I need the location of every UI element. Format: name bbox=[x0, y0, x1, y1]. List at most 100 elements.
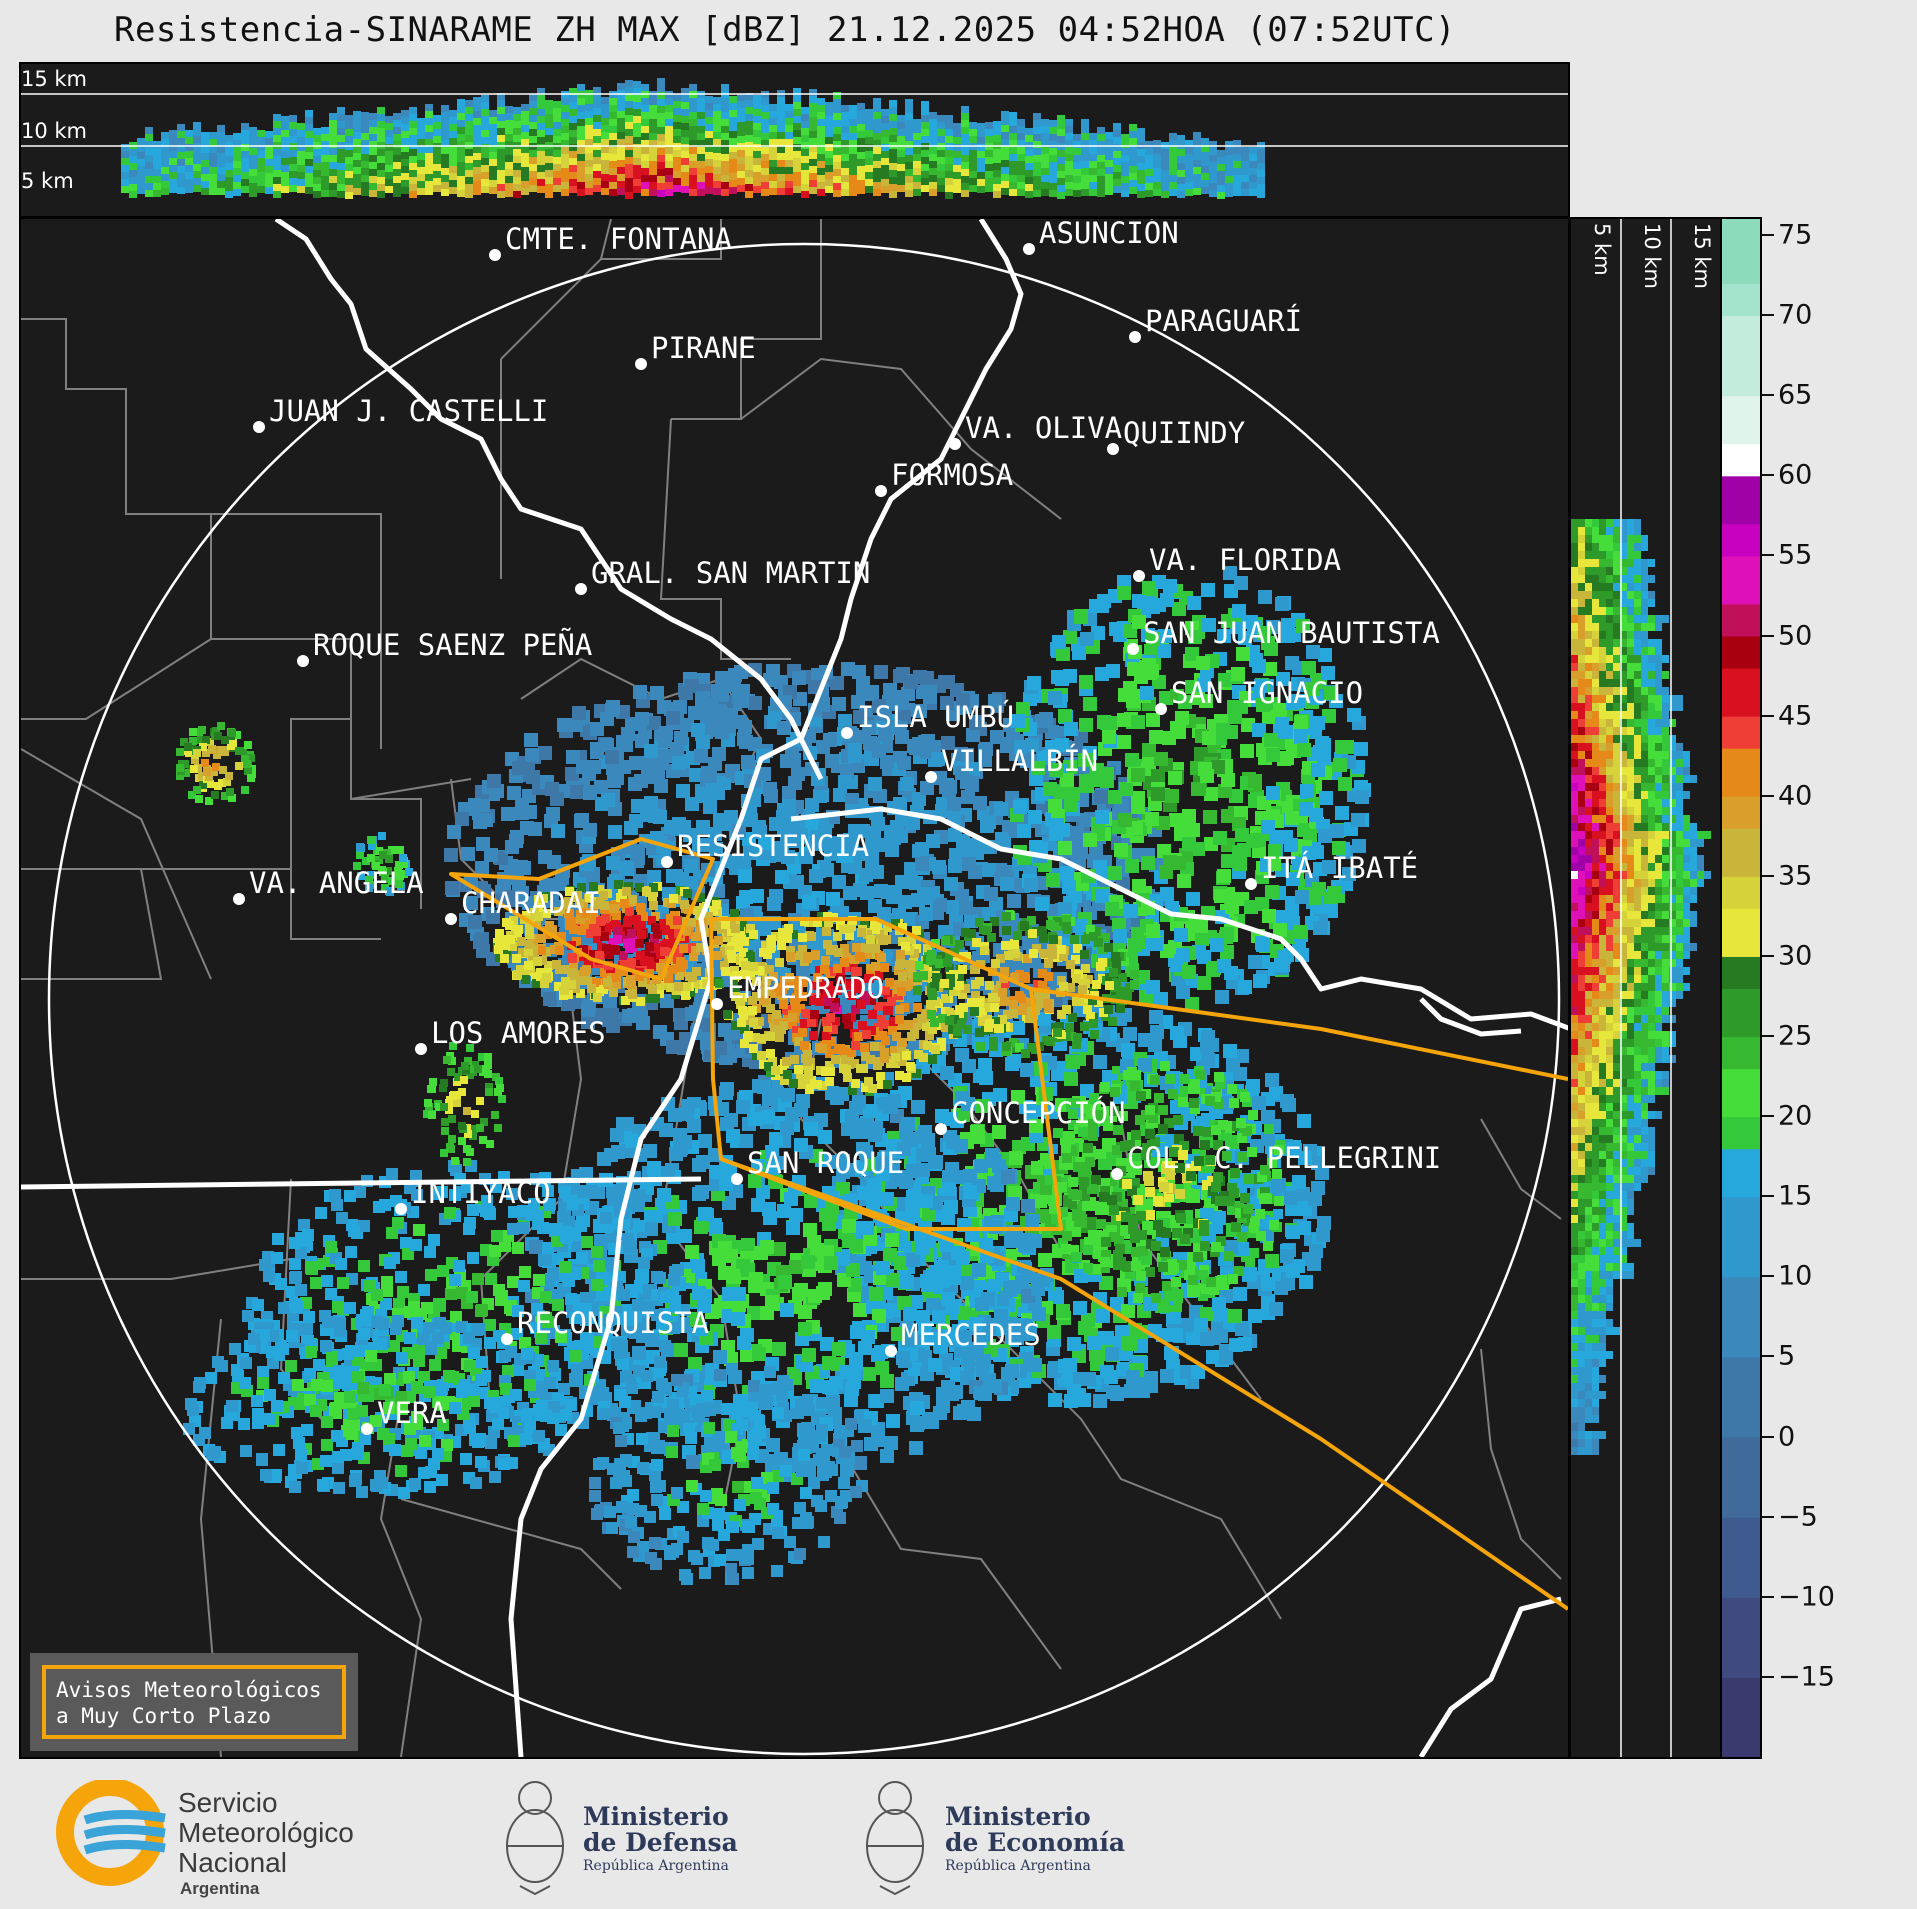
top-echo-pixel bbox=[865, 144, 873, 151]
top-echo-pixel bbox=[673, 157, 681, 164]
top-echo-pixel bbox=[769, 188, 777, 195]
top-echo-pixel bbox=[1185, 175, 1193, 182]
top-echo-pixel bbox=[209, 153, 217, 160]
top-echo-pixel bbox=[785, 174, 793, 181]
top-echo-pixel bbox=[953, 179, 961, 186]
top-echo-pixel bbox=[1121, 190, 1129, 197]
top-echo-pixel bbox=[241, 130, 249, 137]
top-echo-pixel bbox=[441, 105, 449, 112]
echo-pixel bbox=[479, 813, 493, 827]
echo-pixel bbox=[1138, 1058, 1152, 1072]
top-echo-pixel bbox=[537, 102, 545, 109]
top-echo-pixel bbox=[161, 188, 169, 195]
echo-pixel bbox=[1258, 590, 1272, 604]
top-echo-pixel bbox=[913, 119, 921, 126]
top-echo-pixel bbox=[465, 135, 473, 142]
echo-pixel bbox=[868, 777, 882, 791]
top-echo-pixel bbox=[1025, 156, 1033, 163]
top-echo-pixel bbox=[409, 184, 417, 191]
top-echo-pixel bbox=[1169, 133, 1177, 140]
top-echo-pixel bbox=[841, 119, 849, 126]
echo-pixel bbox=[1131, 800, 1145, 814]
top-echo-pixel bbox=[577, 168, 585, 175]
top-echo-pixel bbox=[1193, 153, 1201, 160]
top-echo-pixel bbox=[793, 186, 801, 193]
top-echo-pixel bbox=[753, 172, 761, 179]
top-echo-pixel bbox=[769, 153, 777, 160]
top-echo-pixel bbox=[217, 160, 225, 167]
top-echo-pixel bbox=[585, 188, 593, 195]
top-echo-pixel bbox=[409, 128, 417, 135]
top-echo-pixel bbox=[841, 182, 849, 189]
top-echo-pixel bbox=[929, 168, 937, 175]
top-echo-pixel bbox=[705, 117, 713, 124]
top-echo-pixel bbox=[1137, 184, 1145, 191]
top-echo-pixel bbox=[977, 130, 985, 137]
top-echo-pixel bbox=[705, 138, 713, 145]
top-echo-pixel bbox=[953, 151, 961, 158]
top-echo-pixel bbox=[793, 144, 801, 151]
top-echo-pixel bbox=[1129, 166, 1137, 173]
echo-pixel bbox=[619, 861, 633, 875]
top-echo-pixel bbox=[617, 118, 625, 125]
top-echo-pixel bbox=[401, 110, 409, 117]
echo-pixel bbox=[1128, 938, 1142, 952]
radar-map-svg[interactable]: CMTE. FONTANA ASUNCIÓNPIRANEPARAGUARÍJUAN… bbox=[21, 219, 1568, 1757]
top-echo-pixel bbox=[745, 170, 753, 177]
top-echo-pixel bbox=[873, 105, 881, 112]
top-echo-pixel bbox=[1041, 126, 1049, 133]
top-echo-pixel bbox=[345, 171, 353, 178]
echo-pixel bbox=[1272, 1178, 1286, 1192]
top-echo-pixel bbox=[417, 139, 425, 146]
top-echo-pixel bbox=[281, 165, 289, 172]
echo-pixel bbox=[1148, 1038, 1162, 1052]
top-echo-pixel bbox=[905, 190, 913, 197]
top-echo-pixel bbox=[497, 177, 505, 184]
top-echo-pixel bbox=[665, 119, 673, 126]
top-echo-pixel bbox=[305, 166, 313, 173]
top-echo-pixel bbox=[1009, 161, 1017, 168]
top-echo-pixel bbox=[785, 132, 793, 139]
top-echo-pixel bbox=[513, 163, 521, 170]
top-echo-pixel bbox=[753, 109, 761, 116]
top-echo-pixel bbox=[513, 170, 521, 177]
top-echo-pixel bbox=[1001, 188, 1009, 195]
top-echo-pixel bbox=[657, 78, 665, 85]
radar-map-panel[interactable]: CMTE. FONTANA ASUNCIÓN PIRANE PARAGUARÍ JUAN… bbox=[19, 217, 1570, 1759]
top-echo-pixel bbox=[1225, 162, 1233, 169]
top-echo-pixel bbox=[1057, 164, 1065, 171]
top-echo-pixel bbox=[897, 178, 905, 185]
top-echo-pixel bbox=[305, 152, 313, 159]
echo-pixel bbox=[1229, 789, 1243, 803]
echo-pixel bbox=[1233, 1287, 1247, 1301]
top-echo-pixel bbox=[793, 88, 801, 95]
top-echo-pixel bbox=[833, 106, 841, 113]
top-echo-pixel bbox=[1145, 176, 1153, 183]
top-echo-pixel bbox=[985, 157, 993, 164]
top-echo-pixel bbox=[593, 115, 601, 122]
top-echo-pixel bbox=[489, 180, 497, 187]
echo-pixel bbox=[940, 1066, 954, 1080]
top-echo-pixel bbox=[1233, 182, 1241, 189]
top-echo-pixel bbox=[617, 167, 625, 174]
top-echo-pixel bbox=[1225, 148, 1233, 155]
top-echo-pixel bbox=[825, 116, 833, 123]
top-echo-pixel bbox=[793, 116, 801, 123]
top-echo-pixel bbox=[305, 173, 313, 180]
top-echo-pixel bbox=[337, 114, 345, 121]
top-echo-pixel bbox=[825, 186, 833, 193]
top-echo-pixel bbox=[121, 186, 129, 193]
top-echo-pixel bbox=[1001, 118, 1009, 125]
top-echo-pixel bbox=[569, 172, 577, 179]
top-echo-pixel bbox=[1241, 147, 1249, 154]
top-echo-pixel bbox=[545, 156, 553, 163]
top-echo-pixel bbox=[1065, 161, 1073, 168]
top-echo-pixel bbox=[1233, 140, 1241, 147]
top-echo-pixel bbox=[153, 155, 161, 162]
top-echo-pixel bbox=[569, 186, 577, 193]
top-echo-pixel bbox=[745, 93, 753, 100]
top-echo-pixel bbox=[417, 174, 425, 181]
top-echo-pixel bbox=[185, 165, 193, 172]
top-echo-pixel bbox=[817, 147, 825, 154]
top-echo-pixel bbox=[657, 155, 665, 162]
